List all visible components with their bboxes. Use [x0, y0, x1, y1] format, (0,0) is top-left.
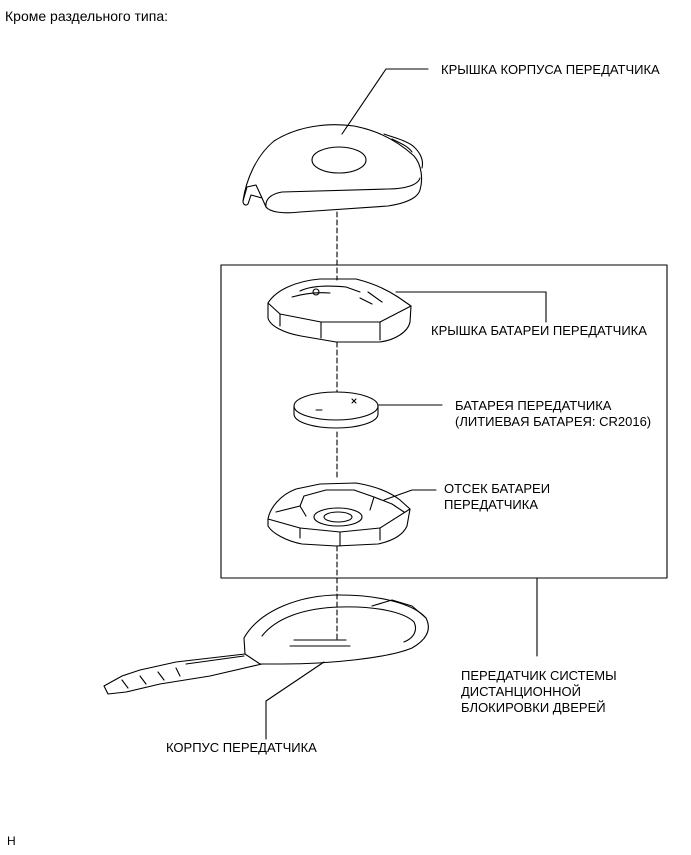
leader-battery-case [383, 489, 437, 501]
label-assembly-line2: ДИСТАНЦИОННОЙ [461, 684, 581, 699]
label-battery-case-line2: ПЕРЕДАТЧИКА [444, 497, 539, 512]
assembly-frame [220, 264, 668, 579]
footer-code: H [7, 834, 16, 848]
label-assembly-line3: БЛОКИРОВКИ ДВЕРЕЙ [461, 700, 606, 715]
leader-battery-cover [395, 291, 547, 323]
label-housing-cover: КРЫШКА КОРПУСА ПЕРЕДАТЧИКА [441, 62, 660, 77]
label-housing: КОРПУС ПЕРЕДАТЧИКА [166, 740, 317, 755]
battery-cover-drawing [267, 278, 412, 343]
leader-housing-cover [341, 68, 429, 135]
label-assembly-line1: ПЕРЕДАТЧИК СИСТЕМЫ [461, 668, 617, 683]
page-title: Кроме раздельного типа: [5, 8, 168, 24]
battery-drawing [293, 391, 379, 429]
leader-housing [265, 661, 325, 740]
battery-case-drawing [267, 482, 411, 547]
label-battery-line2: (ЛИТИЕВАЯ БАТАРЕЯ: CR2016) [455, 414, 652, 429]
label-battery-case-line1: ОТСЕК БАТАРЕИ [444, 481, 551, 496]
transmitter-housing-drawing [103, 594, 429, 695]
label-battery-cover: КРЫШКА БАТАРЕИ ПЕРЕДАТЧИКА [431, 323, 647, 338]
label-battery-line1: БАТАРЕЯ ПЕРЕДАТЧИКА [455, 398, 612, 413]
housing-cover-drawing [242, 124, 424, 214]
